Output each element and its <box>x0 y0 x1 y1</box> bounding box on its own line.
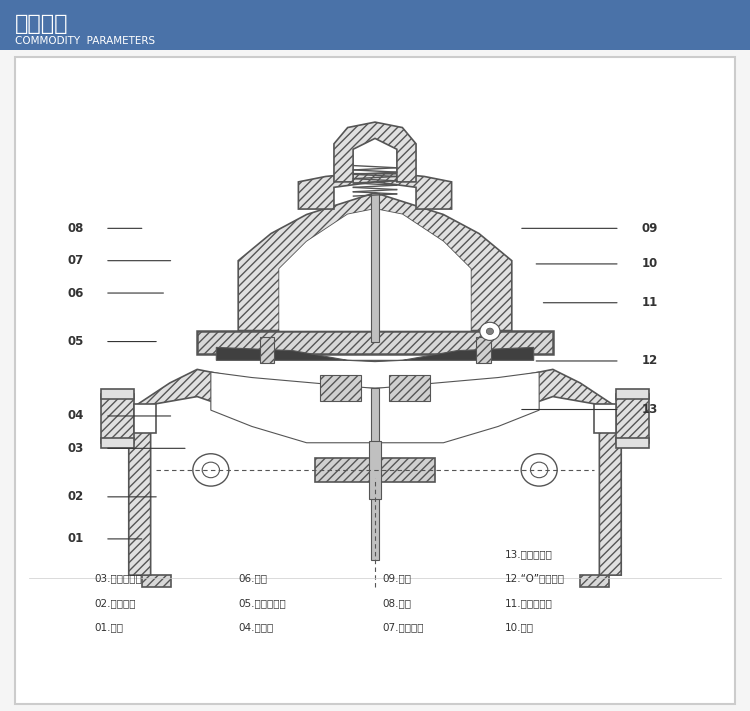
Bar <box>134 404 156 433</box>
Text: 06.膜片: 06.膜片 <box>238 573 267 583</box>
Circle shape <box>480 322 500 341</box>
Text: 05: 05 <box>67 335 83 348</box>
Bar <box>101 394 134 443</box>
Bar <box>370 388 380 560</box>
Text: 08: 08 <box>67 222 83 235</box>
Polygon shape <box>334 122 416 182</box>
Bar <box>101 389 134 399</box>
Bar <box>197 331 553 354</box>
Polygon shape <box>388 375 430 401</box>
Text: 10.螺栓: 10.螺栓 <box>505 623 533 633</box>
Text: 12.“O”形密封圈: 12.“O”形密封圈 <box>505 573 565 583</box>
Polygon shape <box>298 173 452 209</box>
Bar <box>142 575 171 587</box>
Circle shape <box>530 462 548 478</box>
Bar <box>370 193 380 342</box>
Bar <box>616 394 649 443</box>
Text: 05.导向主阀瓣: 05.导向主阀瓣 <box>238 598 286 608</box>
Polygon shape <box>129 370 621 575</box>
Text: 12: 12 <box>641 355 658 368</box>
Text: 11.内六角螺栓: 11.内六角螺栓 <box>505 598 553 608</box>
Text: 07.膜片压板: 07.膜片压板 <box>382 623 424 633</box>
Text: 13.内六角螺栓: 13.内六角螺栓 <box>505 549 553 559</box>
Text: COMMODITY  PARAMETERS: COMMODITY PARAMETERS <box>15 36 155 46</box>
Bar <box>369 441 381 499</box>
FancyBboxPatch shape <box>15 57 735 704</box>
Text: 09: 09 <box>641 222 658 235</box>
Bar <box>616 437 649 448</box>
Text: 03.阀瓣密封圈: 03.阀瓣密封圈 <box>94 573 142 583</box>
Bar <box>476 337 490 363</box>
Text: 04: 04 <box>67 410 83 422</box>
Text: 02: 02 <box>68 491 83 503</box>
Polygon shape <box>320 375 362 401</box>
Text: 04.主阀瓣: 04.主阀瓣 <box>238 623 274 633</box>
Bar <box>315 459 435 481</box>
Polygon shape <box>211 372 539 443</box>
Bar <box>594 404 616 433</box>
Text: 02.导向阀瓣: 02.导向阀瓣 <box>94 598 136 608</box>
FancyBboxPatch shape <box>0 0 750 50</box>
Text: 03: 03 <box>68 442 83 455</box>
Text: 11: 11 <box>641 296 658 309</box>
Text: 07: 07 <box>68 255 83 267</box>
Bar <box>616 389 649 399</box>
Bar <box>580 575 609 587</box>
Text: 01.阀体: 01.阀体 <box>94 623 123 633</box>
Text: 01: 01 <box>68 533 83 545</box>
Polygon shape <box>279 209 471 331</box>
Circle shape <box>193 454 229 486</box>
Text: 商品结构: 商品结构 <box>15 14 68 34</box>
Text: 13: 13 <box>641 403 658 416</box>
Polygon shape <box>238 193 512 331</box>
Text: 06: 06 <box>67 287 83 299</box>
Circle shape <box>486 328 494 335</box>
Text: 09.弹簧: 09.弹簧 <box>382 573 411 583</box>
Text: 10: 10 <box>641 257 658 270</box>
Bar <box>260 337 274 363</box>
Bar <box>101 437 134 448</box>
Text: 08.阀盖: 08.阀盖 <box>382 598 411 608</box>
Circle shape <box>521 454 557 486</box>
Polygon shape <box>216 348 534 362</box>
Circle shape <box>202 462 220 478</box>
